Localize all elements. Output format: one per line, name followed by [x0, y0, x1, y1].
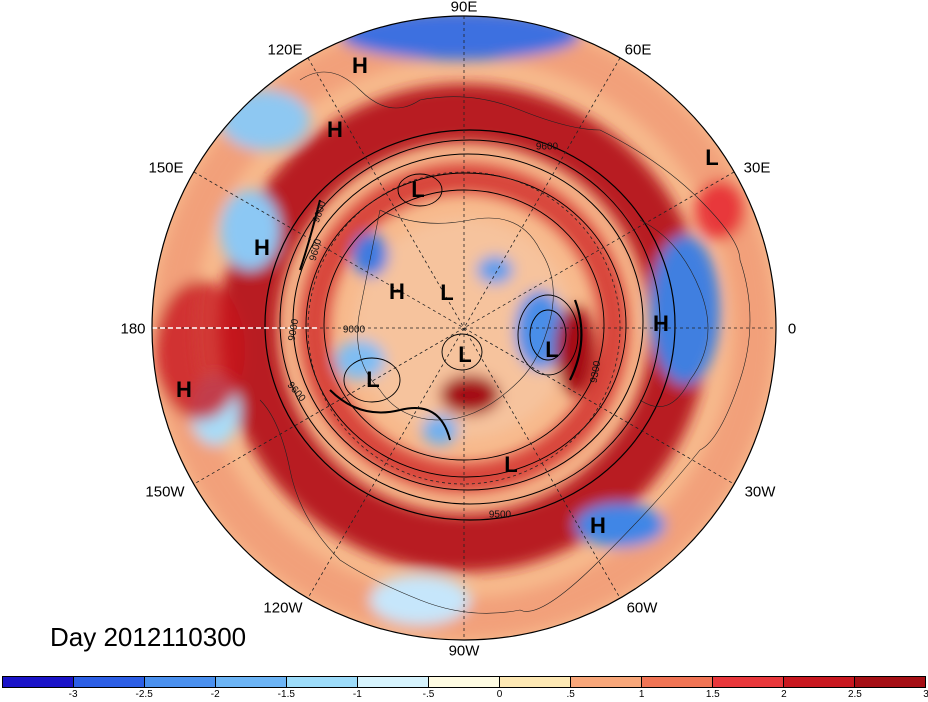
- colorbar-segment: [216, 677, 287, 687]
- colorbar-tick-label: .5: [566, 689, 575, 700]
- date-label: Day 2012110300: [50, 622, 247, 652]
- colorbar-tick-label: 1.5: [705, 689, 720, 700]
- colorbar-segment: [287, 677, 358, 687]
- colorbar-tick-label: -2.5: [135, 689, 153, 700]
- high-center: H: [389, 279, 405, 304]
- colorbar-segment: [713, 677, 784, 687]
- contour-label: 9500: [488, 509, 512, 521]
- lon-label-30w: 30W: [744, 483, 776, 501]
- lon-label-30e: 30E: [743, 159, 771, 177]
- low-center: L: [411, 177, 425, 202]
- lon-label-90e: 90E: [450, 0, 478, 16]
- colorbar-tick-label: 1: [638, 689, 645, 700]
- lon-label-150e: 150E: [148, 159, 184, 177]
- colorbar-tick-label: 0: [496, 689, 503, 700]
- colorbar-segment: [358, 677, 429, 687]
- lon-label-60e: 60E: [624, 41, 652, 59]
- colorbar-segment: [500, 677, 571, 687]
- contour-label: 9600: [535, 141, 559, 153]
- low-center: L: [366, 367, 380, 392]
- lon-label-0: 0: [787, 320, 797, 338]
- colorbar-tick-label: -1: [352, 689, 362, 700]
- colorbar-segment: [74, 677, 145, 687]
- high-center: H: [590, 513, 606, 538]
- high-center: H: [327, 117, 343, 142]
- lon-label-180: 180: [120, 320, 146, 338]
- colorbar-segment: [429, 677, 500, 687]
- colorbar-tick-label: -3: [68, 689, 78, 700]
- colorbar: [2, 676, 926, 688]
- polar-map: [151, 15, 777, 641]
- lon-label-120e: 120E: [267, 41, 303, 59]
- colorbar-segment: [855, 677, 925, 687]
- low-center: L: [705, 145, 719, 170]
- lon-label-150w: 150W: [145, 483, 185, 501]
- colorbar-tick-label: -2: [210, 689, 220, 700]
- high-center: H: [176, 377, 192, 402]
- low-center: L: [504, 452, 518, 477]
- colorbar-segment: [571, 677, 642, 687]
- high-center: H: [352, 53, 368, 78]
- colorbar-segment: [784, 677, 855, 687]
- colorbar-segment: [3, 677, 74, 687]
- map-border: [151, 15, 777, 641]
- colorbar-tick-label: 3: [923, 689, 928, 700]
- contour-label: 9000: [342, 324, 366, 336]
- colorbar-segment: [145, 677, 216, 687]
- colorbar-tick-label: 2.5: [847, 689, 862, 700]
- lon-label-90w: 90W: [448, 642, 480, 660]
- high-center: H: [254, 235, 270, 260]
- colorbar-tick-label: -1.5: [277, 689, 295, 700]
- low-center: L: [545, 337, 559, 362]
- lon-label-120w: 120W: [263, 599, 303, 617]
- colorbar-segment: [642, 677, 713, 687]
- coastlines: [259, 71, 751, 614]
- low-center: L: [440, 280, 454, 305]
- colorbar-tick-label: -.5: [422, 689, 435, 700]
- low-center: L: [458, 342, 472, 367]
- lon-label-60w: 60W: [626, 599, 658, 617]
- high-center: H: [653, 311, 669, 336]
- colorbar-tick-label: 2: [781, 689, 787, 700]
- height-contours: [264, 129, 676, 521]
